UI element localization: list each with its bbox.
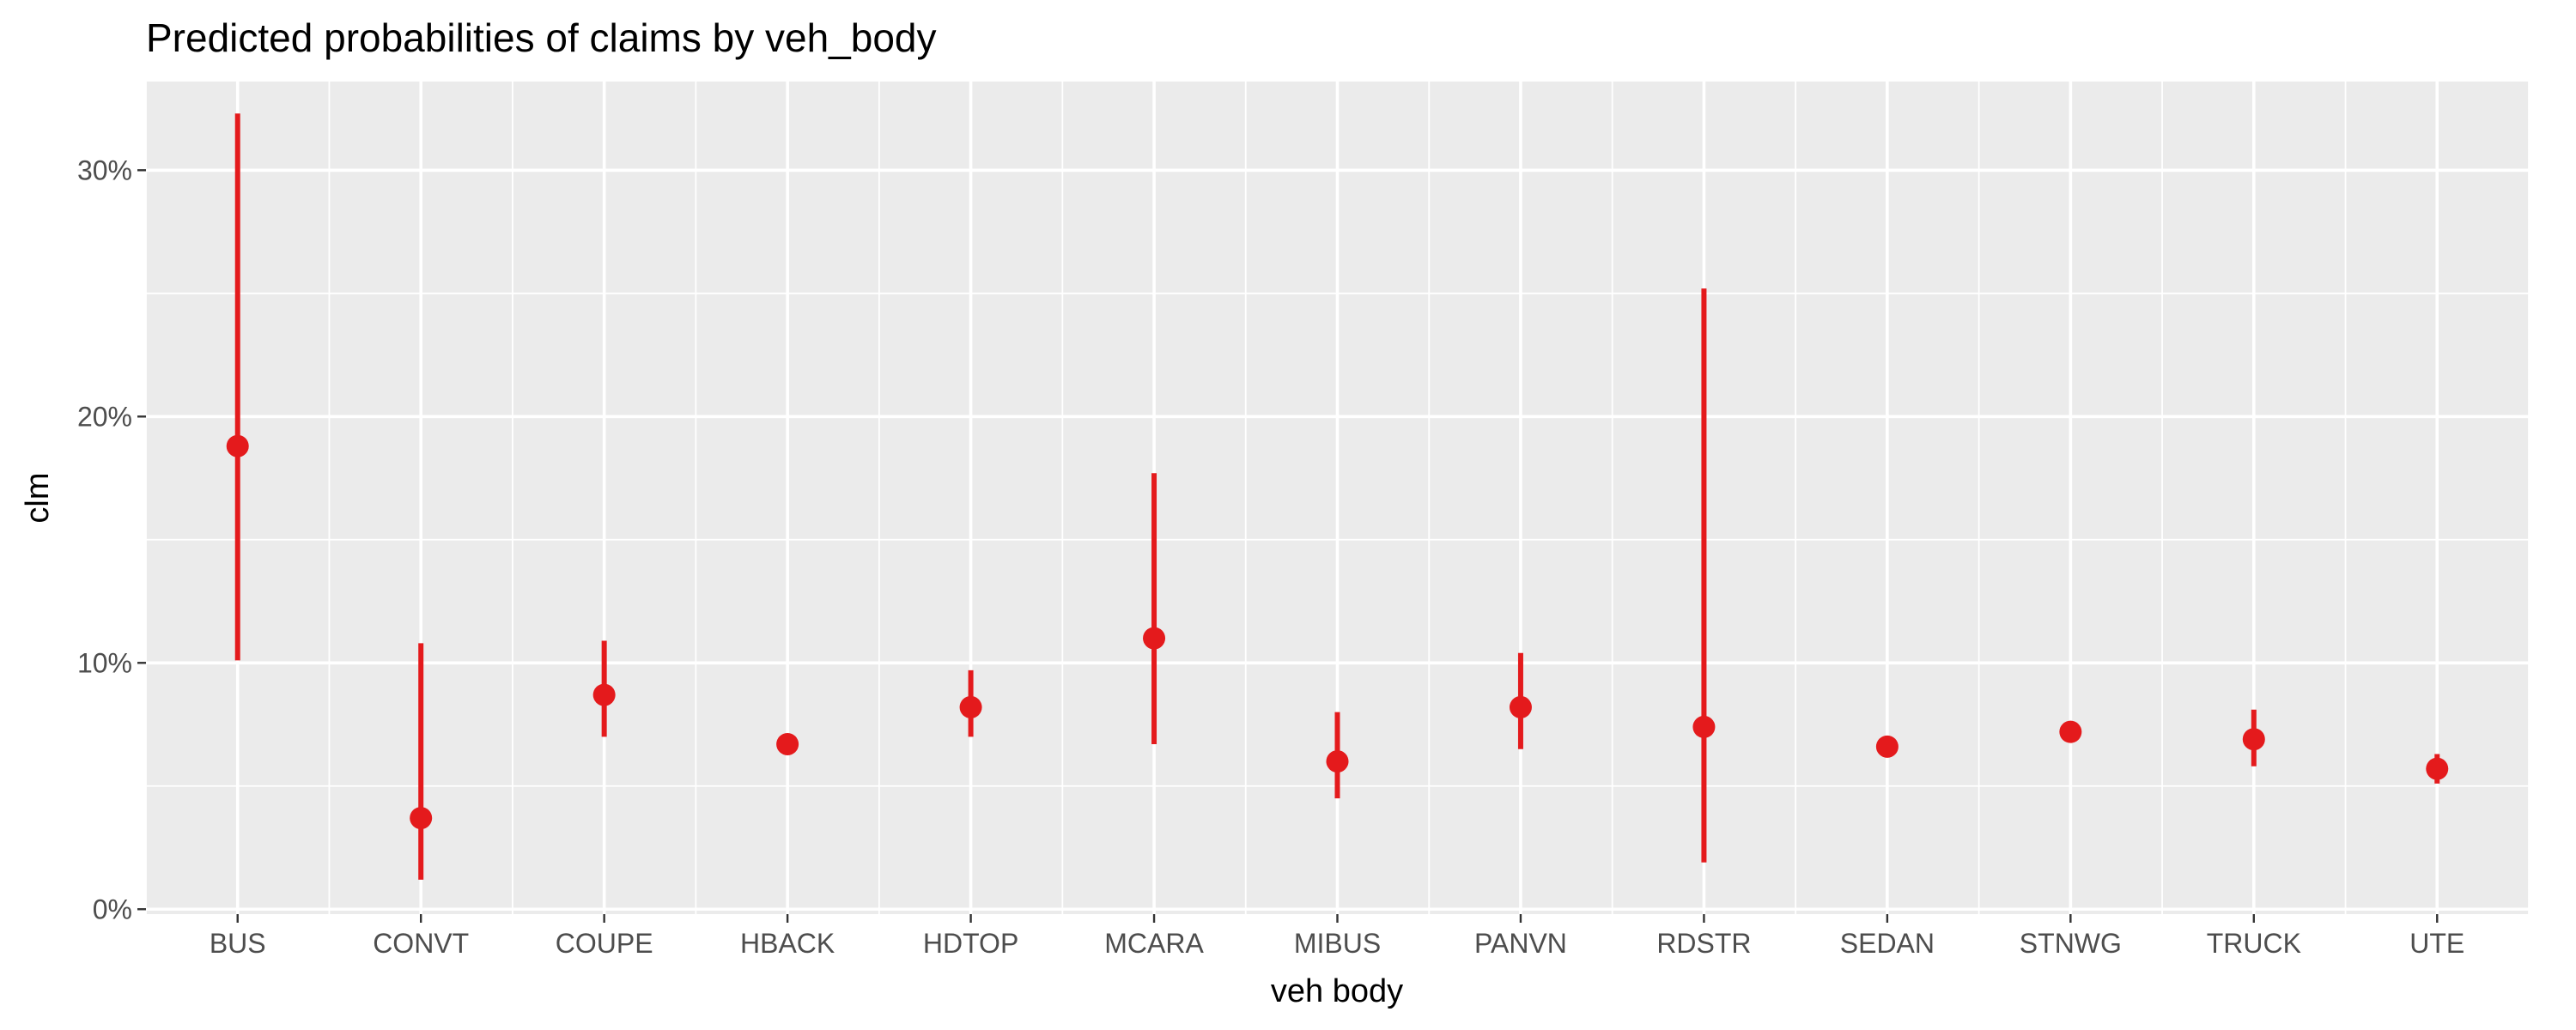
x-tick-label: BUS [210, 928, 266, 959]
y-tick-label: 10% [77, 647, 132, 678]
x-axis-title: veh body [1271, 973, 1403, 1009]
y-axis: 0% 10% 20% 30% [77, 154, 146, 924]
y-tick-label: 30% [77, 154, 132, 185]
data-point-truck [2242, 728, 2265, 751]
x-tick-label: RDSTR [1656, 928, 1751, 959]
x-tick-label: COUPE [556, 928, 653, 959]
x-tick-label: HBACK [740, 928, 835, 959]
data-point-hdtop [959, 695, 982, 718]
x-tick-label: TRUCK [2207, 928, 2301, 959]
chart-title: Predicted probabilities of claims by veh… [146, 15, 937, 60]
x-tick-label: STNWG [2020, 928, 2122, 959]
x-axis: BUS CONVT COUPE HBACK HDTOP MCARA MIBUS PANVN RD… [210, 914, 2464, 959]
x-tick-label: CONVT [373, 928, 469, 959]
y-axis-title: clm [20, 472, 56, 523]
data-point-sedan [1875, 735, 1899, 758]
x-tick-label: HDTOP [923, 928, 1018, 959]
data-point-mcara [1143, 627, 1166, 650]
data-point-panvn [1509, 695, 1532, 718]
x-tick-label: UTE [2409, 928, 2464, 959]
data-point-convt [410, 807, 433, 830]
x-tick-label: SEDAN [1840, 928, 1935, 959]
data-point-coupe [592, 683, 616, 706]
data-point-stnwg [2059, 720, 2082, 743]
y-tick-label: 20% [77, 401, 132, 432]
data-points [226, 434, 2449, 830]
data-point-mibus [1326, 750, 1349, 773]
data-point-hback [776, 732, 799, 755]
data-point-rdstr [1692, 715, 1716, 738]
x-tick-label: MIBUS [1294, 928, 1381, 959]
x-tick-label: PANVN [1474, 928, 1567, 959]
y-tick-label: 0% [93, 894, 132, 924]
error-bars [234, 113, 2440, 880]
data-point-ute [2426, 757, 2449, 780]
x-tick-label: MCARA [1104, 928, 1204, 959]
data-point-bus [226, 434, 249, 457]
